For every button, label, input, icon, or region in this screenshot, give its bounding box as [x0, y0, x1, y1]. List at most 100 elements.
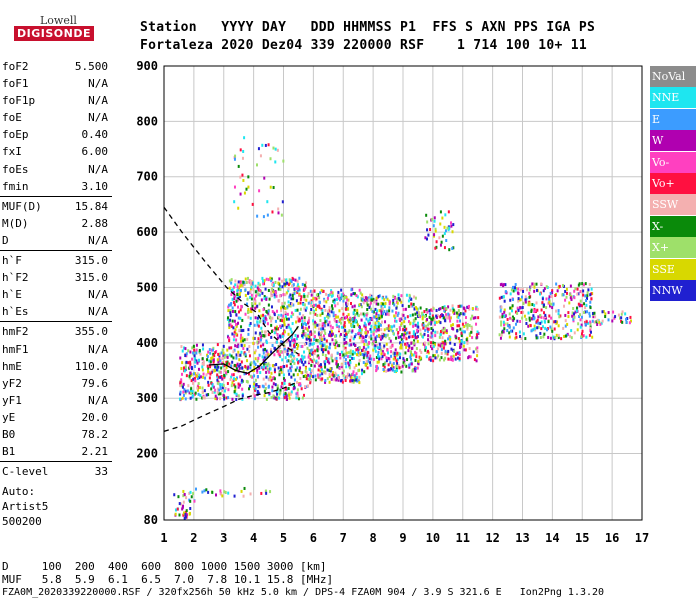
echo-point — [345, 335, 348, 339]
echo-point — [408, 331, 411, 335]
echo-point — [289, 362, 292, 366]
echo-point — [256, 316, 259, 320]
echo-point — [296, 373, 299, 377]
echo-point — [328, 369, 331, 373]
echo-point — [375, 298, 378, 302]
echo-point — [290, 344, 293, 348]
echo-point — [223, 490, 226, 494]
echo-point — [363, 342, 366, 346]
echo-point — [468, 347, 471, 351]
echo-point — [466, 341, 469, 345]
echo-point — [621, 320, 624, 324]
echo-point — [376, 360, 379, 364]
echo-point — [393, 324, 396, 328]
echo-point — [193, 354, 196, 358]
echo-point — [449, 357, 452, 361]
echo-point — [314, 320, 317, 324]
echo-point — [328, 320, 331, 324]
echo-point — [324, 360, 327, 364]
echo-point — [499, 283, 502, 287]
echo-point — [310, 369, 313, 373]
echo-point — [444, 330, 447, 334]
echo-point — [419, 328, 422, 332]
echo-point — [245, 281, 248, 285]
echo-point — [281, 365, 284, 369]
echo-point — [303, 303, 306, 307]
echo-point — [542, 335, 545, 339]
echo-point — [425, 355, 428, 359]
echo-point — [449, 335, 452, 339]
echo-point — [433, 219, 436, 223]
echo-point — [353, 374, 356, 378]
param-row: yE 20.0 — [0, 409, 112, 426]
echo-point — [340, 363, 343, 367]
echo-point — [335, 323, 338, 327]
echo-point — [403, 325, 406, 329]
echo-point — [394, 316, 397, 320]
echo-point — [263, 297, 266, 301]
echo-point — [253, 297, 256, 301]
echo-point — [580, 290, 583, 294]
echo-point — [304, 285, 307, 289]
echo-point — [320, 368, 323, 372]
echo-point — [324, 320, 327, 324]
echo-point — [274, 383, 277, 387]
echo-point — [384, 361, 387, 365]
echo-point — [305, 370, 308, 374]
echo-point — [343, 316, 346, 320]
echo-point — [179, 381, 182, 385]
echo-point — [262, 317, 265, 321]
echo-point — [267, 312, 270, 316]
echo-point — [327, 316, 330, 320]
echo-point — [509, 329, 512, 333]
echo-point — [290, 311, 293, 315]
echo-point — [541, 297, 544, 301]
echo-point — [253, 387, 256, 391]
echo-point — [231, 381, 234, 385]
echo-point — [339, 317, 342, 321]
echo-point — [330, 310, 333, 314]
echo-point — [342, 292, 345, 296]
echo-point — [595, 320, 598, 324]
echo-point — [271, 389, 274, 393]
echo-point — [451, 246, 454, 250]
echo-point — [372, 332, 375, 336]
echo-point — [511, 304, 514, 308]
echo-point — [523, 314, 526, 318]
echo-point — [303, 307, 306, 311]
echo-point — [233, 390, 236, 394]
echo-point — [298, 276, 301, 280]
echo-point — [389, 300, 392, 304]
param-key: B0 — [2, 427, 16, 441]
echo-point — [180, 384, 183, 388]
echo-point — [462, 312, 465, 316]
echo-point — [410, 357, 413, 361]
echo-point — [337, 290, 340, 294]
echo-point — [427, 233, 430, 237]
echo-point — [323, 343, 326, 347]
echo-point — [267, 278, 270, 282]
echo-point — [264, 334, 267, 338]
echo-point — [503, 310, 506, 314]
echo-point — [433, 233, 436, 237]
echo-point — [424, 315, 427, 319]
echo-point — [433, 317, 436, 321]
echo-point — [284, 282, 287, 286]
echo-point — [341, 380, 344, 384]
echo-point — [264, 330, 267, 334]
echo-point — [361, 352, 364, 356]
echo-point — [509, 316, 512, 320]
echo-point — [357, 379, 360, 383]
echo-point — [342, 353, 345, 357]
echo-point — [256, 368, 259, 372]
echo-point — [285, 397, 288, 401]
echo-point — [240, 329, 243, 333]
echo-point — [353, 376, 356, 380]
echo-point — [332, 342, 335, 346]
echo-point — [366, 366, 369, 370]
echo-point — [264, 316, 267, 320]
echo-point — [577, 292, 580, 296]
echo-point — [316, 313, 319, 317]
echo-point — [285, 278, 288, 282]
echo-point — [182, 500, 185, 504]
